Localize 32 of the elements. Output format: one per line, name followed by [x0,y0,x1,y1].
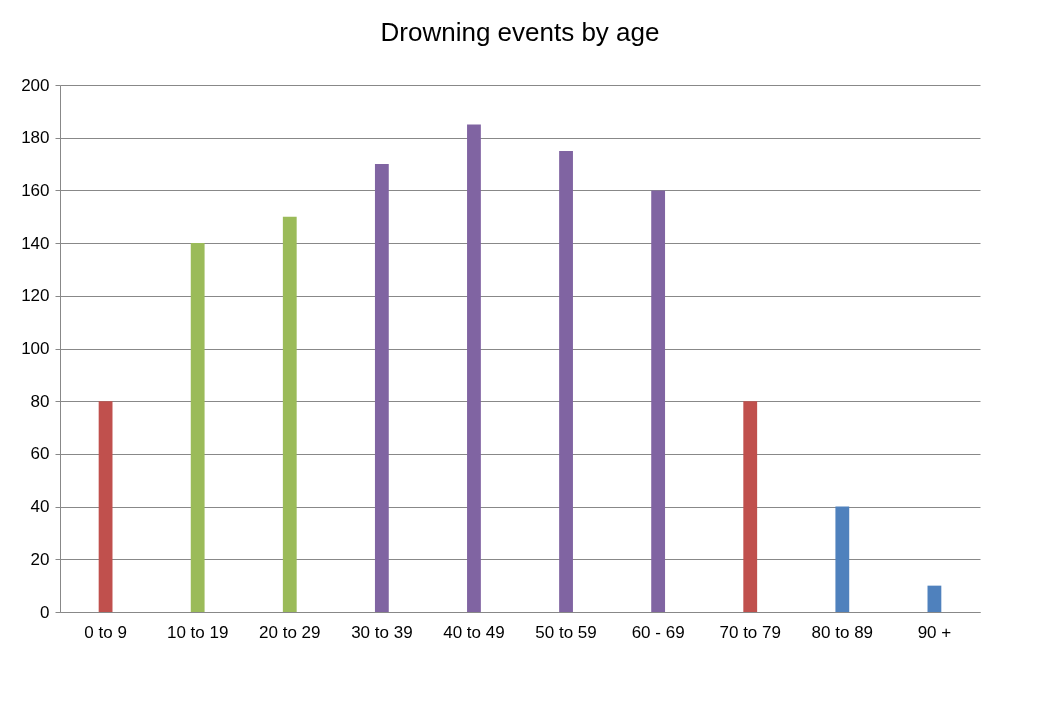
y-tick-label: 120 [21,286,50,306]
x-tick-label: 40 to 49 [443,622,505,642]
x-tick-label: 60 - 69 [631,622,685,642]
y-tick-label: 180 [21,128,50,148]
x-tick-label: 0 to 9 [84,622,127,642]
bar [98,401,113,612]
bar [835,506,850,612]
y-tick-label: 100 [21,339,50,358]
y-tick-label: 140 [21,233,50,253]
y-tick-label: 80 [30,391,50,411]
bar [743,401,758,612]
x-tick-label: 10 to 19 [166,622,229,642]
y-tick-label: 40 [30,497,50,517]
y-tick-label: 60 [30,444,50,464]
y-tick-label: 200 [21,75,50,95]
x-tick-label: 50 to 59 [535,622,597,642]
bar [374,164,389,612]
bar [282,216,297,612]
x-tick-label: 90 + [917,622,952,642]
bar [190,243,205,612]
bar [927,585,942,612]
bar [559,150,573,612]
chart-title: Drowning events by age [380,17,660,47]
bar [651,190,666,612]
y-tick-label: 0 [40,602,50,622]
bar [467,124,481,612]
x-tick-label: 30 to 39 [351,622,413,642]
y-tick-label: 160 [21,180,50,200]
y-tick-label: 20 [30,549,50,569]
x-tick-label: 20 to 29 [259,622,321,642]
x-tick-label: 80 to 89 [811,622,874,642]
x-tick-label: 70 to 79 [719,622,781,642]
